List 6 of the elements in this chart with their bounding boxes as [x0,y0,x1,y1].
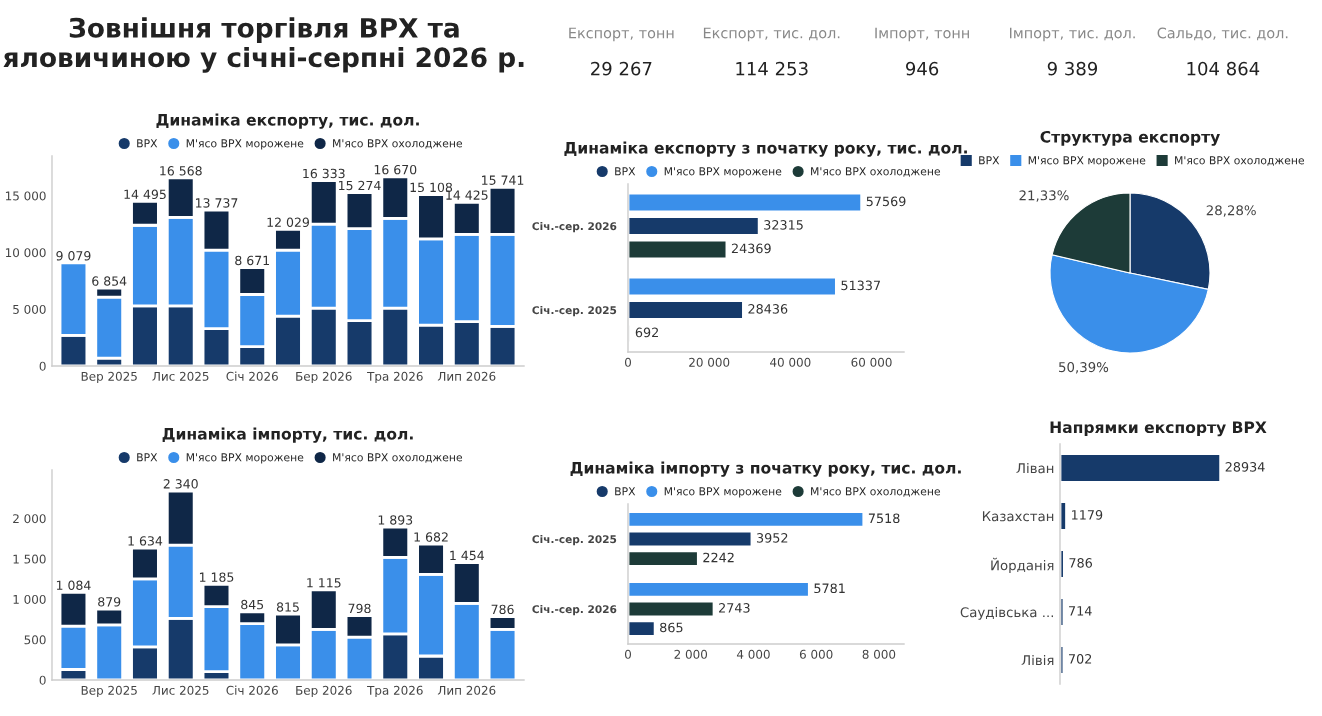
text: 9 389 [1047,61,1098,76]
text: 114 253 [736,61,808,76]
text: 946 [906,61,939,76]
text: 104 864 [1187,61,1260,76]
text: 29 267 [591,61,652,76]
text: Зовнішня торгівля ВРХ та яловичиною у січні-серпні 2026 р. [3,17,524,73]
